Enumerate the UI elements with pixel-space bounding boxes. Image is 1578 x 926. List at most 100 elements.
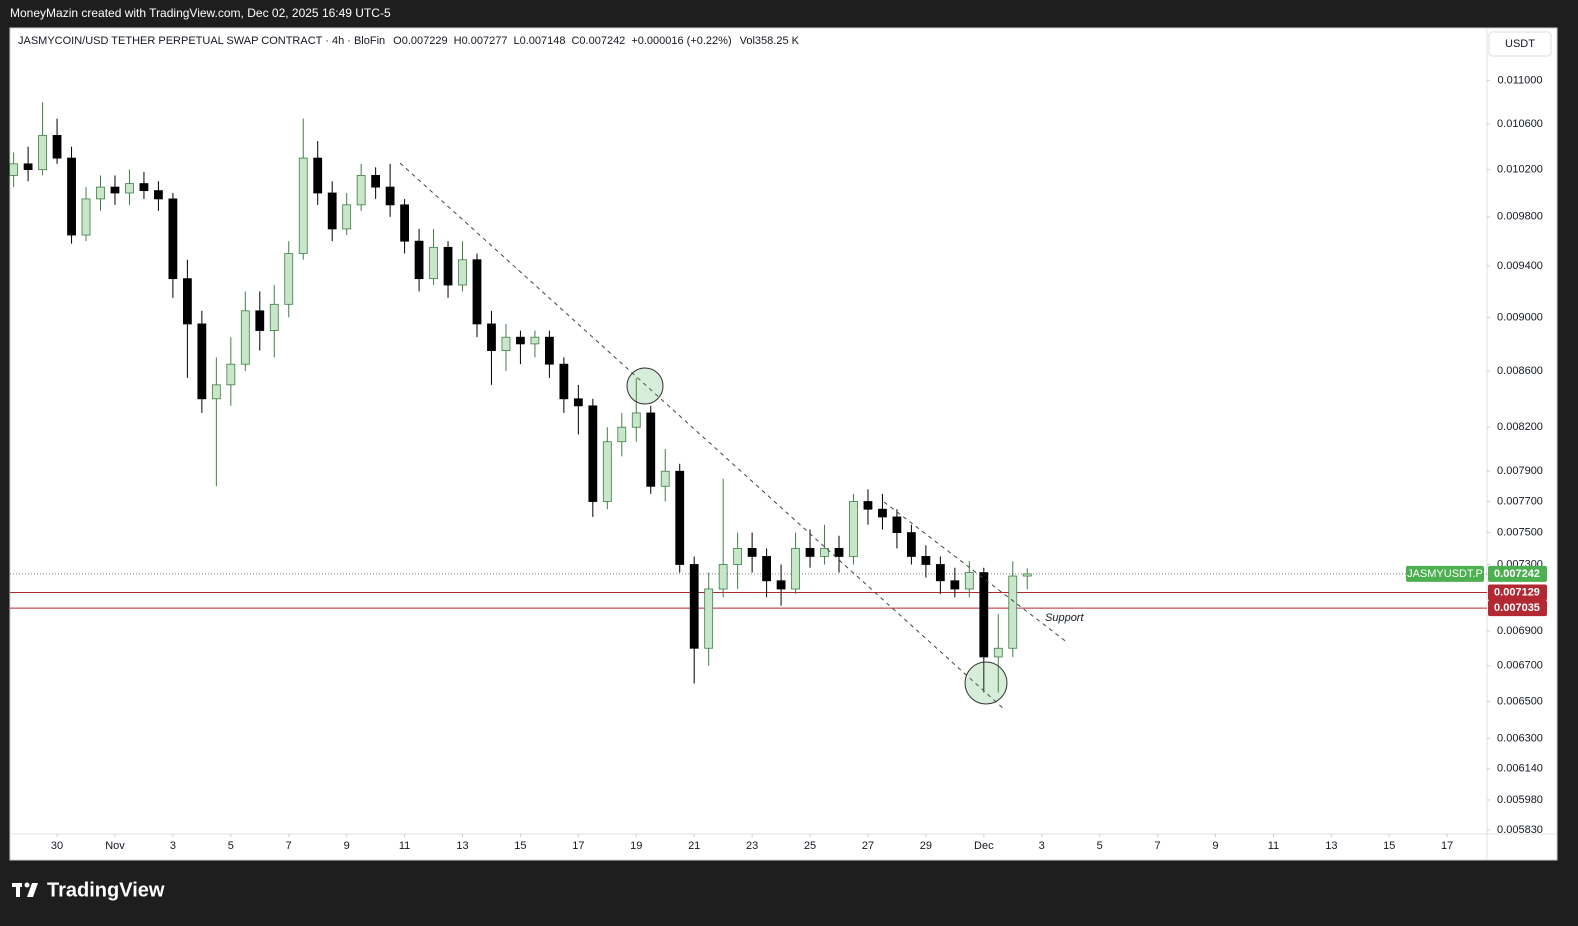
y-tick-label: 0.006300	[1497, 732, 1543, 744]
symbol-tag	[1406, 565, 1484, 582]
candle-body	[385, 186, 395, 206]
x-tick-label: 3	[170, 840, 176, 852]
y-tick-label: 0.008600	[1497, 365, 1543, 377]
x-tick-label: 3	[1039, 840, 1045, 852]
y-tick-label: 0.007700	[1497, 495, 1543, 507]
candle-body	[617, 426, 627, 443]
candle-body	[67, 157, 76, 236]
candle-body	[559, 363, 569, 400]
candle-body	[704, 588, 714, 649]
y-tick-label: 0.005980	[1497, 794, 1543, 806]
candle-body	[762, 556, 772, 582]
candle-body	[197, 323, 207, 400]
annotation: Support	[1045, 612, 1084, 624]
candle-body	[516, 336, 525, 345]
candle-body	[371, 175, 381, 188]
x-tick-label: 25	[804, 840, 816, 852]
candle-body	[805, 548, 815, 557]
candle-body	[429, 246, 438, 280]
logo-shape	[24, 882, 30, 888]
attribution: MoneyMazin created with TradingView.com,…	[10, 6, 391, 20]
chart-panel	[9, 27, 1558, 861]
candle-body	[139, 183, 149, 192]
x-tick-label: 19	[630, 840, 642, 852]
x-tick-label: 5	[228, 840, 234, 852]
candle-body	[863, 501, 873, 510]
candle-body	[81, 198, 91, 236]
y-tick-label: 0.007500	[1497, 526, 1543, 538]
y-tick-label: 0.010600	[1497, 118, 1543, 130]
symbol-tag-label: JASMYUSDT.P	[1407, 568, 1483, 580]
candle-body	[646, 412, 656, 487]
logo: TradingView	[12, 879, 165, 901]
logo-shape	[16, 883, 20, 897]
candle-body	[52, 134, 62, 159]
candle-body	[675, 470, 685, 565]
ohlc-value: 0.007277	[462, 35, 508, 47]
x-tick-label: 29	[920, 840, 932, 852]
legend: JASMYCOIN/USD TETHER PERPETUAL SWAP CONT…	[18, 35, 800, 47]
candle-body	[631, 412, 641, 428]
candle-body	[458, 259, 467, 286]
symbol-title: JASMYCOIN/USD TETHER PERPETUAL SWAP CONT…	[18, 35, 385, 47]
last-price-label: 0.007242	[1494, 568, 1540, 580]
candle-body	[530, 336, 540, 345]
candle-body	[327, 192, 337, 230]
currency-label: USDT	[1505, 38, 1535, 50]
x-tick-label: 27	[862, 840, 874, 852]
y-tick-label: 0.006700	[1497, 660, 1543, 672]
highlight-circle	[626, 367, 664, 405]
plot: 0.011000 0.010600 0.010200 0.009800 0.009400…	[9, 28, 1557, 860]
candle-body	[979, 572, 989, 658]
x-tick-label: 15	[1383, 840, 1395, 852]
y-tick-label: 0.009800	[1497, 211, 1543, 223]
ohlc-label: O	[393, 35, 402, 47]
x-tick-label: Nov	[105, 840, 125, 852]
level-label: 0.007129	[1494, 586, 1540, 598]
candle-body	[573, 398, 583, 407]
candle-body	[993, 647, 1003, 658]
x-tick-label: 30	[51, 840, 63, 852]
candle-body	[892, 516, 902, 533]
x-tick-label: 5	[1097, 840, 1103, 852]
candle-body	[487, 323, 496, 352]
candle-body	[935, 564, 945, 582]
candle-body	[38, 134, 47, 171]
last-price-tag	[1488, 565, 1547, 582]
candle-body	[342, 204, 352, 230]
y-tick-label: 0.009400	[1497, 260, 1543, 272]
candle-body	[660, 470, 670, 487]
candle-body	[921, 556, 931, 565]
ohlc-label: L	[513, 35, 519, 47]
y-tick-label: 0.006900	[1497, 625, 1543, 637]
y-tick-label: 0.010200	[1497, 164, 1543, 176]
x-tick-label: Dec	[974, 840, 994, 852]
level-tag	[1488, 584, 1547, 601]
x-tick-label: 17	[1441, 840, 1453, 852]
y-tick-label: 0.007900	[1497, 465, 1543, 477]
candle-body	[298, 157, 308, 254]
candle-body	[588, 405, 598, 502]
candle-body	[154, 190, 163, 200]
candle-body	[284, 253, 294, 305]
currency-button[interactable]	[1488, 31, 1552, 57]
x-tick-label: 13	[1325, 840, 1337, 852]
candle-body	[226, 363, 236, 386]
y-tick-label: 0.006500	[1497, 695, 1543, 707]
x-tick-label: 15	[514, 840, 526, 852]
candle-body	[834, 548, 844, 557]
candle-body	[1008, 575, 1018, 649]
y-tick-label: 0.005830	[1497, 824, 1543, 836]
candle-body	[689, 564, 699, 649]
candle-body	[168, 198, 178, 280]
x-tick-label: 17	[572, 840, 584, 852]
y-tick-label: 0.006140	[1497, 763, 1543, 775]
candle-body	[747, 548, 757, 557]
candle-body	[240, 310, 250, 365]
x-tick-label: 9	[344, 840, 350, 852]
x-tick-label: 7	[1155, 840, 1161, 852]
candle-body	[125, 183, 134, 194]
x-tick-label: 7	[286, 840, 292, 852]
